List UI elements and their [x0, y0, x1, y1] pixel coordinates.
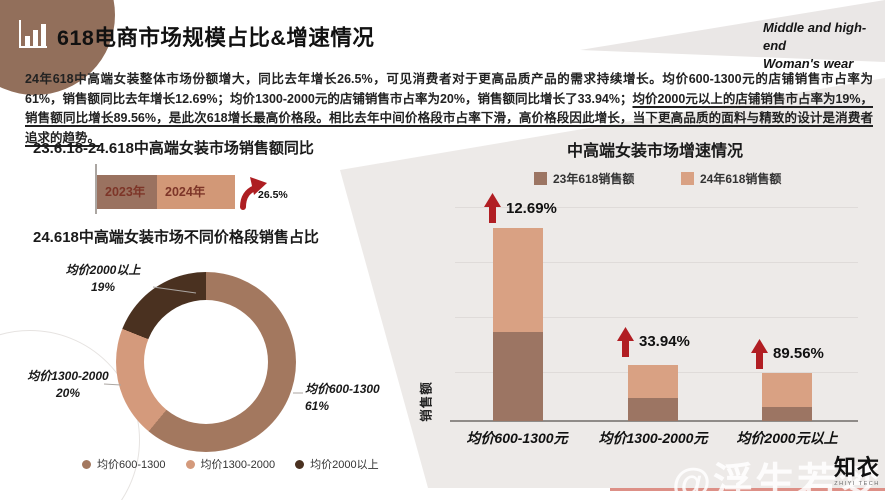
donut-label-1300-2000-pct: 20%: [55, 386, 81, 400]
bar-24-segment: [493, 228, 543, 332]
bar-23-segment: [762, 407, 812, 421]
bar-23-segment: [628, 398, 678, 421]
legend-item-2000plus: 均价2000以上: [295, 456, 379, 472]
gridline: [455, 262, 858, 263]
donut-legend: 均价600-1300 均价1300-2000 均价2000以上: [82, 456, 379, 472]
intro-text: 24年618中高端女装整体市场份额增大，同比去年增长26.5%，可见消费者对于更…: [25, 72, 873, 106]
donut-label-2000plus-text: 均价2000以上: [65, 263, 141, 277]
donut-hole: [144, 300, 268, 424]
legend-dot-2000plus: [295, 459, 305, 469]
brand-logo-subtext: ZHIYI TECH: [834, 481, 880, 487]
stacked-bar-2000plus: [762, 373, 812, 421]
growth-legend-23: 23年618销售额: [534, 170, 634, 187]
intro-text-underlined: 均价2000元以上的店铺销售市占率为19%，销售额同比增长89.56%，是此次6…: [25, 91, 873, 145]
legend-label: 均价600-1300: [97, 459, 166, 471]
tagline: Middle and high-end Woman's wear: [763, 19, 885, 73]
legend-label: 均价1300-2000: [200, 459, 276, 471]
yoy-section-title: 23.6.18-24.618中高端女装市场销售额同比: [33, 140, 314, 157]
donut-label-2000plus: 均价2000以上 19%: [48, 262, 158, 296]
legend-dot-600-1300: [82, 459, 91, 469]
x-label-1300-2000: 均价1300-2000元: [598, 430, 708, 446]
donut-label-1300-2000-text: 均价1300-2000: [27, 369, 109, 383]
donut-label-1300-2000: 均价1300-2000 20%: [18, 368, 118, 402]
donut-label-600-1300-pct: 61%: [305, 399, 330, 413]
bar-24-segment: [762, 373, 812, 407]
watermark: @浮生若梦: [672, 461, 882, 500]
growth-chart-title: 中高端女装市场增速情况: [566, 143, 743, 160]
legend-label: 24年618销售额: [700, 172, 782, 186]
yoy-growth-value: 26.5%: [258, 189, 288, 201]
donut-section-title: 24.618中高端女装市场不同价格段销售占比: [33, 229, 319, 246]
x-label-2000plus: 均价2000元以上: [736, 430, 838, 446]
growth-value-600-1300: 12.69%: [506, 200, 557, 217]
legend-swatch-24: [681, 172, 694, 185]
donut-label-600-1300-text: 均价600-1300: [305, 382, 380, 396]
legend-label: 均价2000以上: [310, 459, 379, 471]
brand-logo: 知衣 ZHIYI TECH: [834, 455, 881, 488]
bar-segment-2023: 2023年: [97, 175, 157, 209]
legend-swatch-23: [534, 172, 547, 185]
stacked-bar-1300-2000: [628, 365, 678, 421]
gridline: [455, 317, 858, 318]
legend-item-600-1300: 均价600-1300: [82, 456, 166, 472]
bar-24-segment: [628, 365, 678, 398]
bottom-accent-line: [610, 488, 885, 491]
x-axis-line: [450, 420, 858, 422]
bar-23-segment: [493, 332, 543, 421]
page-title: 618电商市场规模占比&增速情况: [57, 26, 375, 50]
tagline-line2: Woman's wear: [763, 56, 854, 71]
legend-item-1300-2000: 均价1300-2000: [185, 456, 276, 472]
yoy-stacked-bar: 2023年 2024年: [97, 175, 235, 209]
growth-value-1300-2000: 33.94%: [639, 333, 690, 350]
x-label-600-1300: 均价600-1300元: [466, 430, 568, 446]
bar-segment-2024: 2024年: [157, 175, 235, 209]
growth-legend-24: 24年618销售额: [681, 170, 781, 187]
yoy-axis-line: [95, 164, 97, 214]
stacked-bar-600-1300: [493, 228, 543, 421]
gridline: [455, 207, 858, 208]
legend-dot-1300-2000: [185, 459, 195, 469]
y-axis-label: 销售额: [419, 381, 434, 422]
tagline-line1: Middle and high-end: [763, 20, 867, 53]
donut-label-600-1300: 均价600-1300 61%: [305, 381, 415, 415]
legend-label: 23年618销售额: [553, 172, 635, 186]
donut-label-2000plus-pct: 19%: [90, 280, 116, 294]
intro-paragraph: 24年618中高端女装整体市场份额增大，同比去年增长26.5%，可见消费者对于更…: [25, 70, 873, 148]
growth-value-2000plus: 89.56%: [773, 345, 824, 362]
brand-logo-text: 知衣: [834, 455, 881, 480]
